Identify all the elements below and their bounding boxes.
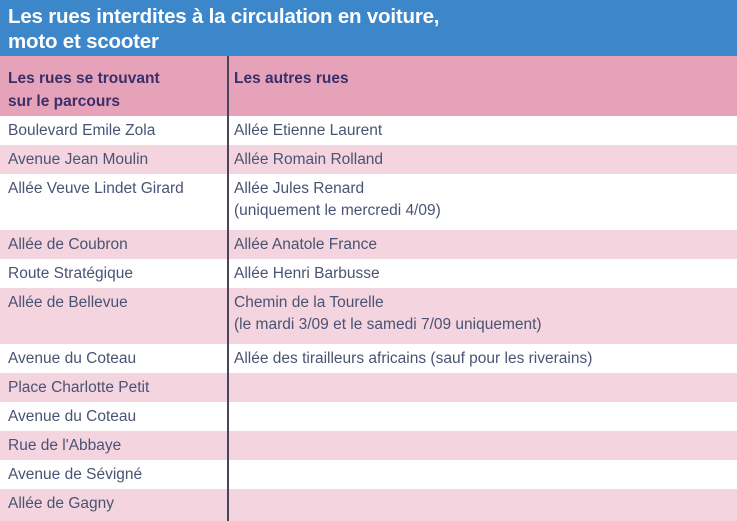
- table-row: Allée de Bellevue Chemin de la Tourelle …: [0, 288, 737, 344]
- cell-route-street: Route Stratégique: [8, 265, 133, 282]
- cell-other-street: [227, 489, 737, 521]
- cell-other-street: Chemin de la Tourelle (le mardi 3/09 et …: [234, 294, 542, 333]
- page-title: Les rues interdites à la circulation en …: [8, 5, 440, 53]
- cell-route-street: Avenue du Coteau: [8, 350, 137, 367]
- title-bar: Les rues interdites à la circulation en …: [0, 0, 737, 56]
- cell-other-street: Allée des tirailleurs africains (sauf po…: [234, 350, 593, 367]
- table-row: Allée Veuve Lindet Girard Allée Jules Re…: [0, 174, 737, 230]
- table-row: Allée de Gagny: [0, 489, 737, 521]
- table-row: Route Stratégique Allée Henri Barbusse: [0, 259, 737, 288]
- cell-route-street: Avenue de Sévigné: [8, 466, 143, 483]
- cell-route-street: Allée de Gagny: [8, 495, 114, 512]
- table-row: Allée de Coubron Allée Anatole France: [0, 230, 737, 259]
- cell-other-street: Allée Romain Rolland: [234, 151, 384, 168]
- cell-route-street: Allée de Bellevue: [8, 294, 128, 311]
- cell-other-street: [227, 460, 737, 489]
- streets-table: Les rues se trouvant sur le parcours Les…: [0, 56, 737, 521]
- cell-route-street: Avenue du Coteau: [8, 408, 137, 425]
- table-row: Place Charlotte Petit: [0, 373, 737, 402]
- column-divider-line: [227, 56, 229, 521]
- cell-other-street: Allée Jules Renard (uniquement le mercre…: [234, 180, 441, 219]
- table-row: Avenue du Coteau: [0, 402, 737, 431]
- cell-route-street: Boulevard Emile Zola: [8, 122, 156, 139]
- header-cell-other-streets: Les autres rues: [234, 70, 349, 87]
- table-row: Rue de l'Abbaye: [0, 431, 737, 460]
- cell-other-street: Allée Henri Barbusse: [234, 265, 380, 282]
- cell-other-street: [227, 431, 737, 460]
- table-row: Avenue du Coteau Allée des tirailleurs a…: [0, 344, 737, 373]
- cell-route-street: Avenue Jean Moulin: [8, 151, 149, 168]
- cell-other-street: Allée Etienne Laurent: [234, 122, 383, 139]
- table-row: Avenue Jean Moulin Allée Romain Rolland: [0, 145, 737, 174]
- table-header-row: Les rues se trouvant sur le parcours Les…: [0, 56, 737, 116]
- cell-route-street: Place Charlotte Petit: [8, 379, 150, 396]
- header-cell-on-route: Les rues se trouvant sur le parcours: [8, 70, 160, 110]
- table-row: Avenue de Sévigné: [0, 460, 737, 489]
- cell-other-street: Allée Anatole France: [234, 236, 378, 253]
- cell-route-street: Rue de l'Abbaye: [8, 437, 122, 454]
- cell-other-street: [227, 373, 737, 402]
- cell-other-street: [227, 402, 737, 431]
- table-row: Boulevard Emile Zola Allée Etienne Laure…: [0, 116, 737, 145]
- cell-route-street: Allée de Coubron: [8, 236, 128, 253]
- cell-route-street: Allée Veuve Lindet Girard: [8, 180, 184, 197]
